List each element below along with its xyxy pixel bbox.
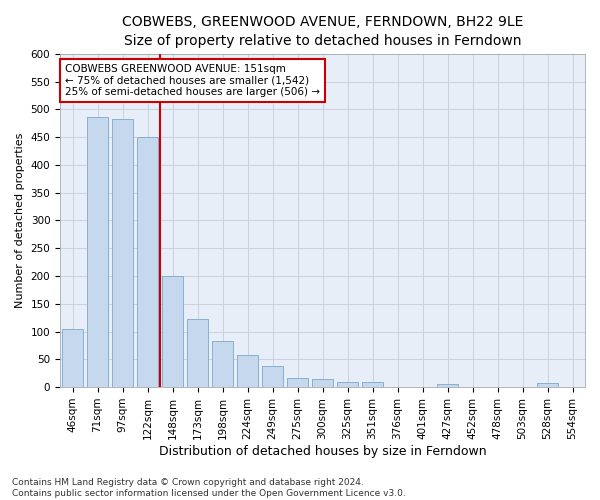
X-axis label: Distribution of detached houses by size in Ferndown: Distribution of detached houses by size … (159, 444, 487, 458)
Title: COBWEBS, GREENWOOD AVENUE, FERNDOWN, BH22 9LE
Size of property relative to detac: COBWEBS, GREENWOOD AVENUE, FERNDOWN, BH2… (122, 15, 523, 48)
Bar (537, 383, 558, 387)
Bar (137, 137, 158, 387)
Bar (237, 356, 258, 387)
Bar (312, 379, 333, 387)
Bar (187, 319, 208, 387)
Y-axis label: Number of detached properties: Number of detached properties (15, 133, 25, 308)
Text: Contains HM Land Registry data © Crown copyright and database right 2024.
Contai: Contains HM Land Registry data © Crown c… (12, 478, 406, 498)
Bar (287, 378, 308, 387)
Bar (87, 116, 108, 387)
Bar (112, 120, 133, 387)
Bar (362, 382, 383, 387)
Bar (262, 366, 283, 387)
Bar (212, 341, 233, 387)
Text: COBWEBS GREENWOOD AVENUE: 151sqm
← 75% of detached houses are smaller (1,542)
25: COBWEBS GREENWOOD AVENUE: 151sqm ← 75% o… (65, 64, 320, 97)
Bar (337, 382, 358, 387)
Bar (162, 276, 183, 387)
Bar (62, 329, 83, 387)
Bar (437, 384, 458, 387)
